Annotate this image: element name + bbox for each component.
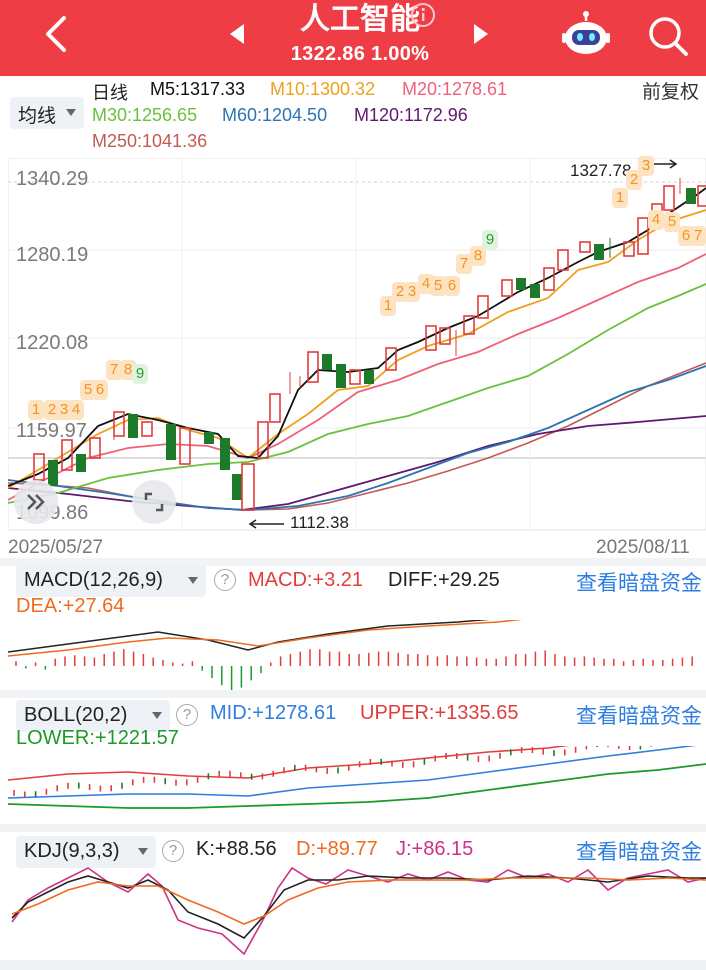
price-axis-label: 1159.97: [16, 420, 87, 442]
kdj-dropdown-label: KDJ(9,3,3): [24, 840, 120, 862]
chart-grid: [8, 158, 706, 531]
td-count-marker: 7: [106, 360, 122, 380]
info-icon[interactable]: [410, 2, 436, 28]
ma250-line: [8, 362, 706, 511]
kdj-dropdown[interactable]: KDJ(9,3,3): [16, 836, 156, 868]
td-count-marker: 9: [482, 230, 498, 250]
chevron-down-icon: [188, 577, 198, 584]
robot-icon[interactable]: [560, 10, 612, 58]
stock-title: 人工智能: [300, 3, 420, 36]
td-count-marker: 1: [612, 188, 628, 208]
td-count-marker: 6: [444, 276, 460, 296]
td-count-marker: 9: [132, 364, 148, 384]
boll-chart: [8, 746, 706, 809]
td-count-marker: 3: [404, 282, 420, 302]
dark-pool-link[interactable]: 查看暗盘资金: [576, 705, 702, 728]
next-stock-icon[interactable]: [470, 22, 492, 46]
ma5-line: [8, 187, 706, 487]
td-count-marker: 1: [380, 296, 396, 316]
td-count-marker: 5: [430, 276, 446, 296]
search-icon[interactable]: [646, 14, 690, 58]
boll-lower: LOWER:+1221.57: [16, 727, 179, 749]
candles: [33, 178, 706, 511]
ma30-line: [8, 283, 706, 504]
kdj-d: D:+89.77: [296, 838, 378, 860]
prev-stock-icon[interactable]: [226, 22, 248, 46]
start-date: 2025/05/27: [8, 537, 104, 558]
boll-mid: MID:+1278.61: [210, 702, 337, 724]
period-label: 日线: [92, 83, 128, 103]
legend-m120: M120:1172.96: [354, 105, 468, 125]
change-percent: 1.00%: [371, 43, 430, 65]
chevron-down-icon: [152, 712, 162, 719]
td-count-marker: 4: [648, 210, 664, 230]
chevron-down-icon: [138, 848, 148, 855]
price-axis-label: 1220.08: [16, 332, 89, 354]
price-line: 1322.86 1.00%: [260, 43, 460, 66]
ma-dropdown[interactable]: 均线: [10, 97, 84, 129]
dea-value: DEA:+27.64: [16, 595, 125, 617]
td-count-marker: 2: [626, 170, 642, 190]
bottom-bar: [0, 960, 706, 970]
help-icon[interactable]: ?: [162, 840, 184, 862]
td-count-marker: 8: [470, 246, 486, 266]
collapse-icon: [144, 492, 164, 512]
ma-dropdown-label: 均线: [18, 106, 57, 127]
divider: [0, 558, 706, 566]
td-count-marker: 6: [92, 380, 108, 400]
divider: [0, 824, 706, 832]
diff-value: DIFF:+29.25: [388, 569, 500, 591]
kdj-chart: [11, 866, 706, 956]
adjust-mode-label[interactable]: 前复权: [642, 82, 700, 103]
td-count-marker: 7: [456, 254, 472, 274]
legend-m30: M30:1256.65: [92, 105, 198, 125]
td-count-marker: 7: [690, 226, 706, 246]
back-icon[interactable]: [38, 14, 78, 54]
legend-m10: M10:1300.32: [270, 79, 376, 99]
ma10-line: [8, 209, 706, 489]
help-icon[interactable]: ?: [214, 569, 236, 591]
macd-value: MACD:+3.21: [248, 569, 364, 591]
legend-m20: M20:1278.61: [402, 79, 508, 99]
divider: [0, 690, 706, 698]
legend-m60: M60:1204.50: [222, 105, 328, 125]
kdj-k: K:+88.56: [196, 838, 277, 860]
boll-upper: UPPER:+1335.65: [360, 702, 519, 724]
high-price-label: 1327.78: [570, 161, 632, 180]
td-count-marker: 3: [638, 156, 654, 176]
boll-dropdown[interactable]: BOLL(20,2): [16, 700, 170, 732]
expand-icon: [27, 494, 45, 510]
header-bar: 人工智能 1322.86 1.00%: [0, 0, 706, 76]
boll-dropdown-label: BOLL(20,2): [24, 704, 128, 726]
low-price-label: 1112.38: [290, 513, 349, 532]
fullscreen-button[interactable]: [132, 480, 176, 524]
end-date: 2025/08/11: [596, 537, 690, 558]
help-icon[interactable]: ?: [176, 704, 198, 726]
chevron-down-icon: [66, 109, 76, 116]
kdj-j: J:+86.15: [396, 838, 474, 860]
current-price: 1322.86: [290, 43, 366, 65]
macd-dropdown-label: MACD(12,26,9): [24, 569, 163, 591]
td-count-marker: 5: [664, 212, 680, 232]
ma20-line: [8, 253, 706, 501]
candlestick-chart[interactable]: [8, 158, 706, 534]
price-axis-label: 1280.19: [16, 244, 89, 266]
dark-pool-link[interactable]: 查看暗盘资金: [576, 841, 702, 864]
legend-m5: M5:1317.33: [150, 79, 246, 99]
macd-dropdown[interactable]: MACD(12,26,9): [16, 565, 206, 597]
price-axis-label: 1340.29: [16, 168, 89, 190]
macd-chart: [8, 620, 693, 690]
dark-pool-link[interactable]: 查看暗盘资金: [576, 572, 702, 595]
td-count-marker: 1: [28, 400, 44, 420]
expand-button[interactable]: [14, 480, 58, 524]
legend-m250: M250:1041.36: [92, 131, 208, 151]
td-count-marker: 4: [68, 400, 84, 420]
